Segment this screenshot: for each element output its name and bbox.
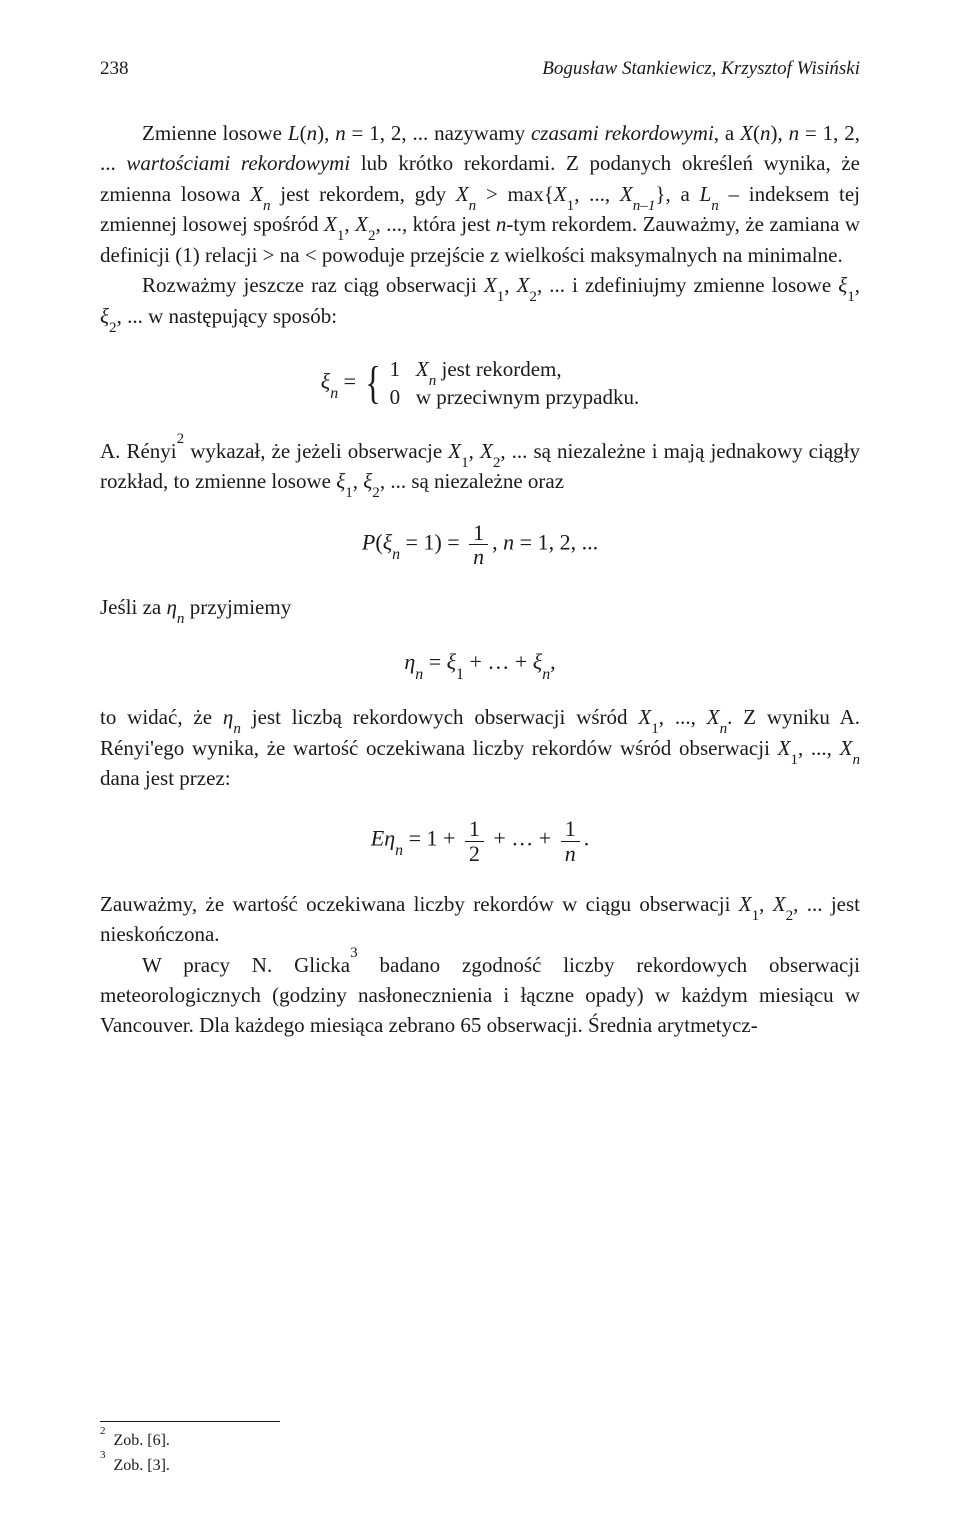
text: ,	[344, 212, 355, 236]
text: to widać, że	[100, 705, 223, 729]
text: , a	[714, 121, 740, 145]
text: ,	[550, 649, 556, 674]
var: ξ	[447, 649, 456, 674]
paragraph-3: A. Rényi2 wykazał, że jeżeli obserwacje …	[100, 436, 860, 497]
paragraph-7: W pracy N. Glicka3 badano zgodność liczb…	[100, 950, 860, 1041]
numerator: 1	[561, 817, 580, 840]
paragraph-5: to widać, że ηn jest liczbą rekordowych …	[100, 702, 860, 793]
var: P	[362, 529, 375, 554]
text: }, a	[655, 182, 699, 206]
text: = 1, 2, ...	[514, 529, 598, 554]
numerator: 1	[465, 817, 484, 840]
footnote-text: Zob. [3].	[114, 1457, 170, 1474]
text: ,	[324, 121, 335, 145]
text: , ...,	[574, 182, 620, 206]
page-number: 238	[100, 58, 129, 80]
footnote-ref: 3	[350, 945, 358, 961]
text: , ... są niezależne oraz	[380, 469, 564, 493]
var: E	[371, 826, 384, 851]
text: + … +	[488, 826, 557, 851]
text: jest rekordem, gdy	[271, 182, 456, 206]
term: czasami rekordowymi	[531, 121, 714, 145]
subscript: n	[330, 385, 338, 402]
denominator: n	[561, 841, 580, 865]
text: ,	[855, 273, 860, 297]
var: ξ	[321, 368, 330, 393]
formula-expectation: Eηn = 1 + 12 + … + 1n.	[100, 817, 860, 864]
term: wartościami rekordowymi	[126, 151, 350, 175]
text: przyjmiemy	[184, 595, 291, 619]
running-head: 238 Bogusław Stankiewicz, Krzysztof Wisi…	[100, 58, 860, 80]
text: dana jest przez:	[100, 766, 231, 790]
var: η	[384, 826, 395, 851]
eq: =	[423, 649, 446, 674]
text: jest liczbą rekordowych obserwacji wśród	[241, 705, 638, 729]
body: Zmienne losowe L(n), n = 1, 2, ... nazyw…	[100, 118, 860, 1041]
text: + … +	[464, 649, 533, 674]
denominator: n	[469, 544, 488, 568]
text: Zauważmy, że wartość oczekiwana liczby r…	[100, 892, 739, 916]
footnote-3: 3 Zob. [3].	[100, 1455, 280, 1477]
paragraph-6: Zauważmy, że wartość oczekiwana liczby r…	[100, 889, 860, 950]
formula-eta-def: ηn = ξ1 + … + ξn,	[100, 646, 860, 678]
footnote-text: Zob. [6].	[114, 1432, 170, 1449]
text: = 1 +	[403, 826, 461, 851]
var: ξ	[383, 529, 392, 554]
footnotes: 2 Zob. [6]. 3 Zob. [3].	[100, 1421, 280, 1479]
paren: (	[375, 529, 382, 554]
text: jest rekordem,	[436, 357, 561, 381]
text: W pracy N. Glicka	[142, 953, 350, 977]
text: = 1) =	[400, 529, 465, 554]
text: > max{	[476, 182, 554, 206]
footnote-ref: 2	[177, 431, 185, 447]
value: 0	[390, 385, 401, 409]
text: = 1, 2, ... nazywamy	[346, 121, 531, 145]
text: , ...,	[659, 705, 707, 729]
text: .	[584, 826, 590, 851]
text: , ..., która jest	[376, 212, 496, 236]
text: , ... w następujący sposób:	[117, 304, 337, 328]
subscript: n	[395, 842, 403, 859]
var: ξ	[533, 649, 542, 674]
text: Jeśli za	[100, 595, 166, 619]
footnote-2: 2 Zob. [6].	[100, 1430, 280, 1452]
var: η	[404, 649, 415, 674]
numerator: 1	[469, 521, 488, 544]
subscript: n	[392, 546, 400, 563]
text: ,	[759, 892, 773, 916]
text: , ... i zdefiniujmy zmienne losowe	[537, 273, 838, 297]
text: Zmienne losowe	[142, 121, 288, 145]
text: Rozważmy jeszcze raz ciąg obserwacji	[142, 273, 484, 297]
text: ,	[353, 469, 364, 493]
subscript: n	[542, 666, 550, 683]
text: wykazał, że jeżeli obserwacje	[184, 439, 448, 463]
text: ,	[492, 529, 503, 554]
formula-xi-def: ξn = { 1 Xn jest rekordem, 0 w przeciwny…	[100, 355, 860, 412]
text: A. Rényi	[100, 439, 177, 463]
text: w przeciwnym przypadku.	[416, 385, 639, 409]
text: ,	[777, 121, 788, 145]
text: ,	[469, 439, 480, 463]
subscript: n	[415, 666, 423, 683]
paragraph-2: Rozważmy jeszcze raz ciąg obserwacji X1,…	[100, 270, 860, 331]
value: 1	[390, 357, 401, 381]
paragraph-1: Zmienne losowe L(n), n = 1, 2, ... nazyw…	[100, 118, 860, 270]
paragraph-4: Jeśli za ηn przyjmiemy	[100, 592, 860, 622]
text: , ...,	[798, 736, 840, 760]
formula-prob: P(ξn = 1) = 1n, n = 1, 2, ...	[100, 521, 860, 568]
denominator: 2	[465, 841, 484, 865]
authors: Bogusław Stankiewicz, Krzysztof Wisiński	[542, 58, 860, 80]
text: ,	[504, 273, 516, 297]
left-brace-icon: {	[365, 360, 380, 406]
subscript: 1	[456, 666, 464, 683]
page: 238 Bogusław Stankiewicz, Krzysztof Wisi…	[0, 0, 960, 1529]
eq: =	[338, 368, 361, 393]
